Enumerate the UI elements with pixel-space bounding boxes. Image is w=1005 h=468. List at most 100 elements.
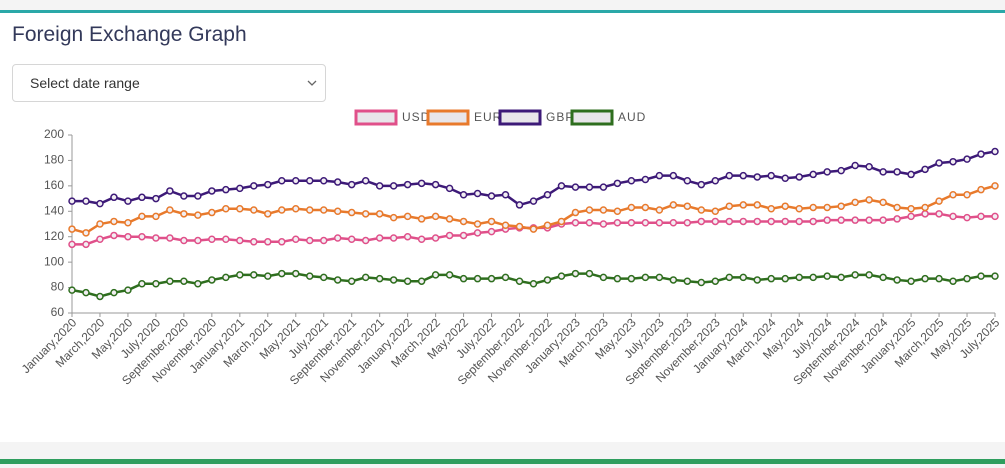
chart: 6080100120140160180200January,2020March,… [19, 109, 1003, 388]
data-point [305, 236, 314, 245]
data-point [697, 180, 706, 189]
data-point [319, 177, 328, 185]
data-point [753, 173, 762, 181]
data-point [194, 192, 202, 200]
data-point [879, 198, 887, 207]
data-point [236, 271, 244, 279]
data-point [921, 274, 929, 283]
data-point [529, 197, 538, 205]
data-point [292, 204, 300, 213]
data-point [473, 220, 482, 228]
data-point [180, 277, 188, 285]
data-point [264, 180, 272, 189]
date-range-select[interactable]: Select date range [12, 64, 326, 102]
data-point [68, 240, 76, 249]
data-point [725, 171, 734, 180]
data-point [264, 272, 272, 280]
data-point [487, 274, 496, 283]
data-point [459, 191, 468, 199]
data-point [655, 218, 664, 227]
data-point [893, 168, 901, 176]
data-point [641, 218, 650, 227]
data-point [166, 206, 174, 214]
data-point [361, 273, 370, 282]
legend-swatch [426, 109, 470, 126]
data-point [669, 218, 678, 227]
data-point [96, 199, 104, 208]
data-point [278, 206, 286, 214]
data-point [278, 269, 286, 278]
data-point [865, 196, 873, 204]
data-point [82, 229, 90, 237]
data-point [264, 210, 272, 218]
data-point [907, 170, 915, 179]
data-point [837, 166, 845, 175]
data-point [991, 272, 999, 280]
data-point [935, 197, 943, 205]
data-point [627, 218, 636, 227]
y-tick-label: 200 [44, 127, 64, 141]
data-point [403, 180, 412, 189]
data-point [417, 277, 426, 285]
data-point [963, 213, 971, 222]
data-point [795, 217, 803, 226]
data-point [949, 191, 957, 199]
data-point [879, 273, 887, 282]
data-point [627, 274, 636, 283]
data-point [389, 276, 398, 284]
data-point [96, 235, 104, 244]
data-point [599, 220, 608, 228]
data-point [208, 235, 216, 244]
data-point [305, 272, 314, 280]
data-point [991, 182, 999, 190]
data-point [627, 203, 636, 212]
data-point [124, 218, 132, 227]
data-point [557, 217, 566, 226]
data-point [96, 292, 104, 301]
data-point [711, 177, 720, 185]
y-tick-label: 140 [44, 203, 64, 217]
data-point [599, 183, 608, 191]
data-point [879, 168, 887, 176]
data-point [935, 210, 943, 218]
page-title: Foreign Exchange Graph [12, 23, 247, 46]
data-point [68, 286, 76, 294]
data-point [361, 177, 370, 185]
data-point [613, 218, 622, 227]
data-point [375, 234, 384, 242]
data-point [697, 206, 706, 214]
data-point [515, 201, 524, 209]
data-point [991, 212, 999, 221]
data-point [305, 177, 314, 185]
data-point [585, 269, 594, 278]
data-point [781, 274, 789, 283]
data-point [543, 221, 552, 230]
data-point [152, 212, 160, 221]
data-point [250, 238, 258, 246]
data-point [837, 202, 845, 210]
data-point [613, 274, 622, 283]
data-point [473, 189, 482, 198]
data-point [389, 213, 398, 222]
data-point [361, 210, 370, 218]
data-point [963, 274, 971, 283]
data-point [180, 192, 188, 200]
data-point [641, 273, 650, 282]
data-point [739, 171, 748, 180]
data-point [977, 185, 985, 194]
data-point [739, 201, 748, 209]
data-point [711, 207, 720, 216]
y-tick-label: 180 [44, 153, 64, 167]
data-point [222, 185, 230, 194]
data-point [110, 193, 118, 202]
data-point [82, 197, 90, 205]
data-point [781, 217, 789, 226]
data-point [781, 174, 789, 182]
data-point [767, 171, 775, 180]
data-point [222, 273, 230, 282]
data-point [977, 150, 985, 158]
data-point [963, 155, 971, 163]
data-point [515, 222, 524, 231]
data-point [823, 272, 831, 280]
